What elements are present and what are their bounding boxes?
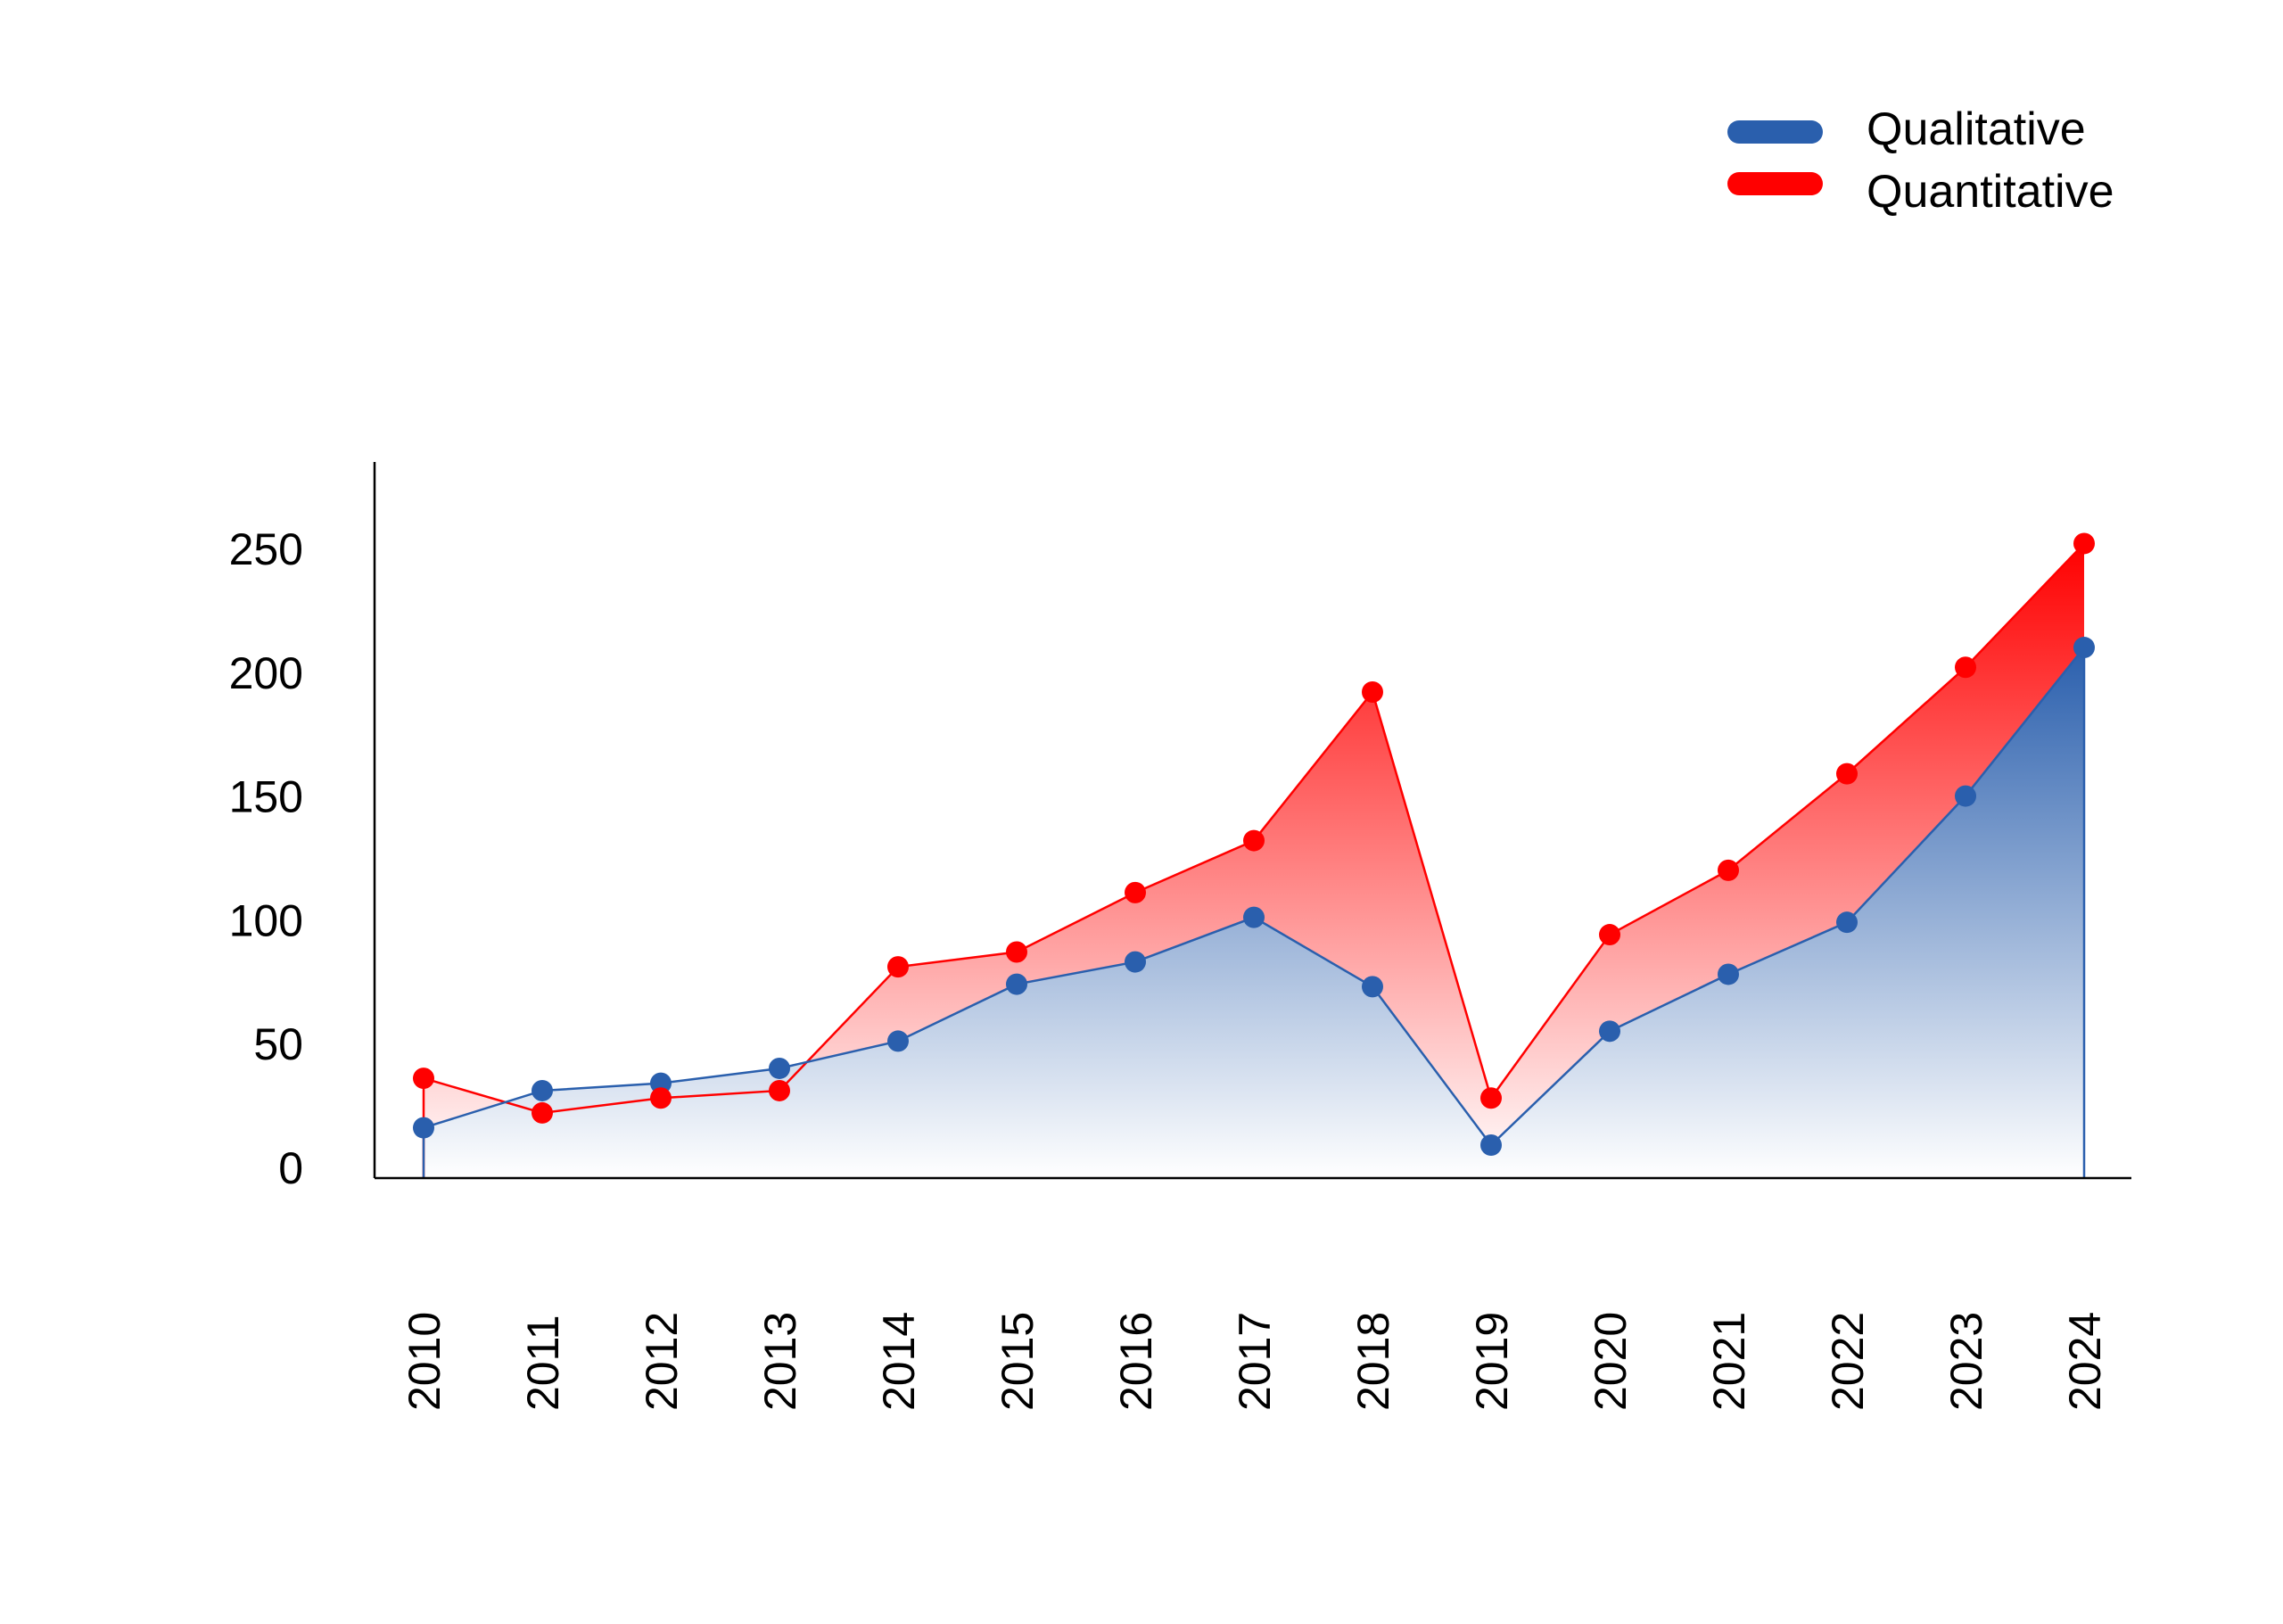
x-tick-label-2019: 2019 bbox=[1467, 1312, 1517, 1411]
x-tick-label-2017: 2017 bbox=[1230, 1312, 1280, 1411]
data-point-qualitative-2024 bbox=[2073, 637, 2095, 659]
data-point-qualitative-2019 bbox=[1480, 1134, 1502, 1157]
data-point-quantitative-2022 bbox=[1836, 763, 1858, 785]
y-tick-label-150: 150 bbox=[229, 772, 303, 822]
data-point-qualitative-2022 bbox=[1836, 911, 1858, 934]
data-point-quantitative-2018 bbox=[1362, 681, 1383, 704]
data-point-quantitative-2016 bbox=[1125, 881, 1146, 903]
data-point-quantitative-2011 bbox=[532, 1101, 553, 1124]
data-point-qualitative-2020 bbox=[1599, 1020, 1620, 1043]
data-point-quantitative-2014 bbox=[887, 956, 909, 978]
y-tick-label-0: 0 bbox=[278, 1143, 303, 1193]
y-tick-label-100: 100 bbox=[229, 895, 303, 945]
data-point-qualitative-2021 bbox=[1718, 963, 1739, 985]
legend-label-quantitative: Quantitative bbox=[1867, 166, 2114, 218]
x-tick-label-2020: 2020 bbox=[1586, 1312, 1636, 1411]
data-point-qualitative-2010 bbox=[413, 1117, 434, 1139]
x-tick-label-2022: 2022 bbox=[1823, 1312, 1873, 1411]
data-point-qualitative-2017 bbox=[1243, 906, 1265, 928]
data-point-qualitative-2011 bbox=[532, 1079, 553, 1101]
legend-label-qualitative: Qualitative bbox=[1867, 103, 2086, 155]
x-tick-label-2010: 2010 bbox=[400, 1312, 449, 1411]
x-tick-label-2012: 2012 bbox=[637, 1312, 687, 1411]
data-point-qualitative-2013 bbox=[769, 1057, 790, 1079]
x-tick-label-2024: 2024 bbox=[2060, 1312, 2110, 1411]
data-point-quantitative-2023 bbox=[1955, 656, 1976, 679]
y-tick-label-200: 200 bbox=[229, 648, 303, 698]
data-point-quantitative-2017 bbox=[1243, 829, 1265, 852]
y-tick-label-250: 250 bbox=[229, 524, 303, 574]
x-tick-label-2023: 2023 bbox=[1941, 1312, 1991, 1411]
data-point-quantitative-2021 bbox=[1718, 859, 1739, 881]
x-tick-label-2016: 2016 bbox=[1111, 1312, 1161, 1411]
data-point-quantitative-2020 bbox=[1599, 924, 1620, 946]
data-point-qualitative-2023 bbox=[1955, 785, 1976, 807]
x-tick-label-2013: 2013 bbox=[755, 1312, 805, 1411]
data-point-quantitative-2024 bbox=[2073, 532, 2095, 555]
data-point-qualitative-2012 bbox=[650, 1072, 672, 1094]
data-point-qualitative-2018 bbox=[1362, 976, 1383, 998]
x-tick-label-2015: 2015 bbox=[993, 1312, 1043, 1411]
x-tick-label-2018: 2018 bbox=[1348, 1312, 1398, 1411]
data-point-quantitative-2019 bbox=[1480, 1087, 1502, 1109]
data-point-qualitative-2015 bbox=[1006, 973, 1027, 995]
legend: Qualitative Quantitative bbox=[1727, 103, 2114, 218]
y-tick-label-50: 50 bbox=[253, 1019, 303, 1069]
x-tick-label-2014: 2014 bbox=[874, 1312, 924, 1411]
x-tick-label-2011: 2011 bbox=[518, 1315, 568, 1411]
data-point-qualitative-2016 bbox=[1125, 951, 1146, 973]
data-point-quantitative-2012 bbox=[650, 1087, 672, 1109]
data-point-quantitative-2013 bbox=[769, 1079, 790, 1101]
x-tick-label-2021: 2021 bbox=[1704, 1312, 1754, 1411]
data-point-quantitative-2015 bbox=[1006, 941, 1027, 963]
series-area-qualitative bbox=[424, 647, 2084, 1178]
data-point-quantitative-2010 bbox=[413, 1068, 434, 1090]
series-line-quantitative bbox=[422, 542, 2085, 1178]
data-point-qualitative-2014 bbox=[887, 1030, 909, 1052]
